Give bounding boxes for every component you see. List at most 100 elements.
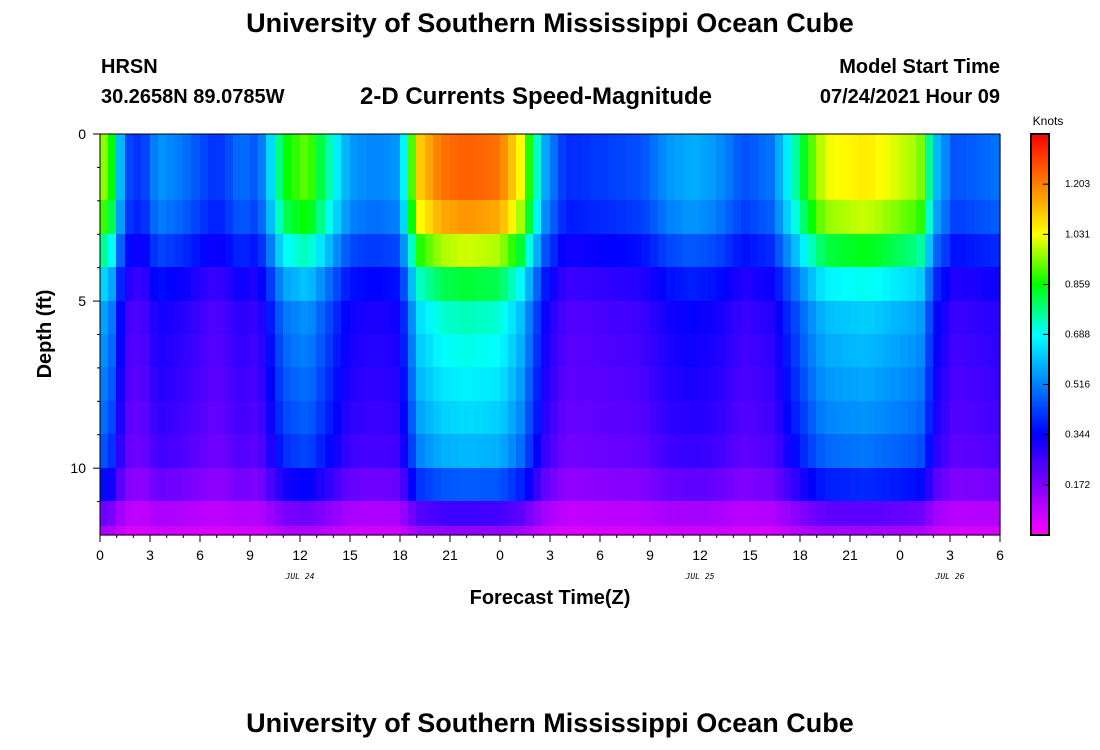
heatmap-cell [350, 234, 360, 269]
heatmap-cell [950, 134, 960, 152]
heatmap-cell [550, 167, 560, 202]
heatmap-cell [183, 234, 193, 269]
heatmap-cell [916, 301, 926, 336]
heatmap-cell [916, 267, 926, 303]
heatmap-cell [141, 150, 151, 169]
heatmap-cell [633, 267, 643, 303]
heatmap-cell [608, 134, 618, 152]
heatmap-cell [216, 468, 226, 503]
heatmap-cell [250, 367, 260, 403]
heatmap-cell [908, 134, 918, 152]
heatmap-cell [608, 301, 618, 336]
heatmap-cell [966, 526, 976, 536]
heatmap-cell [525, 367, 535, 403]
heatmap-cell [841, 267, 851, 303]
heatmap-cell [425, 501, 435, 528]
heatmap-cell [725, 301, 735, 336]
heatmap-cell [241, 501, 251, 528]
x-tick-label: 0 [496, 547, 504, 563]
heatmap-cell [533, 367, 543, 403]
heatmap-cell [716, 167, 726, 202]
heatmap-cell [508, 234, 518, 269]
heatmap-cell [150, 234, 160, 269]
heatmap-cell [400, 334, 410, 369]
heatmap-cell [816, 334, 826, 369]
heatmap-cell [291, 150, 301, 169]
heatmap-cell [391, 150, 401, 169]
heatmap-cell [100, 468, 110, 503]
x-tick-label: 12 [692, 547, 708, 563]
heatmap-cell [741, 267, 751, 303]
heatmap-cell [200, 150, 210, 169]
heatmap-cell [875, 334, 885, 369]
heatmap-cell [650, 234, 660, 269]
heatmap-cell [500, 200, 510, 236]
heatmap-cell [508, 167, 518, 202]
heatmap-cell [483, 501, 493, 528]
heatmap-cell [425, 267, 435, 303]
heatmap-cell [608, 267, 618, 303]
heatmap-cell [158, 167, 168, 202]
heatmap-cell [725, 367, 735, 403]
heatmap-cell [925, 267, 935, 303]
heatmap-cell [983, 526, 993, 536]
heatmap-cell [408, 367, 418, 403]
heatmap-cell [700, 234, 710, 269]
heatmap-cell [658, 367, 668, 403]
heatmap-cell [466, 468, 476, 503]
heatmap-cell [500, 334, 510, 369]
heatmap-cell [700, 468, 710, 503]
heatmap-cell [433, 150, 443, 169]
heatmap-cell [100, 150, 110, 169]
heatmap-cell [108, 234, 118, 269]
heatmap-cell [150, 401, 160, 436]
heatmap-cell [116, 367, 126, 403]
heatmap-cell [858, 401, 868, 436]
heatmap-cell [583, 301, 593, 336]
heatmap-cell [225, 468, 235, 503]
heatmap-cell [225, 267, 235, 303]
heatmap-cell [333, 267, 343, 303]
heatmap-cell [233, 401, 243, 436]
heatmap-cell [991, 367, 1001, 403]
heatmap-cell [100, 401, 110, 436]
heatmap-cell [683, 267, 693, 303]
heatmap-cell [358, 301, 368, 336]
heatmap-cell [241, 200, 251, 236]
heatmap-cell [450, 200, 460, 236]
heatmap-cell [583, 367, 593, 403]
heatmap-cell [466, 434, 476, 470]
heatmap-cell [933, 468, 943, 503]
x-tick-label: 12 [292, 547, 308, 563]
y-tick-label: 5 [78, 293, 86, 309]
heatmap-cell [991, 401, 1001, 436]
heatmap-cell [908, 501, 918, 528]
heatmap-cell [650, 200, 660, 236]
heatmap-cell [916, 134, 926, 152]
heatmap-cell [133, 150, 143, 169]
heatmap-cell [458, 301, 468, 336]
heatmap-cell [925, 526, 935, 536]
heatmap-cell [541, 301, 551, 336]
heatmap-cell [491, 234, 501, 269]
heatmap-cell [766, 167, 776, 202]
heatmap-cell [550, 134, 560, 152]
heatmap-cell [750, 134, 760, 152]
heatmap-cell [741, 200, 751, 236]
x-axis-label: Forecast Time(Z) [470, 587, 631, 609]
heatmap-cell [175, 167, 185, 202]
heatmap-cell [125, 150, 135, 169]
heatmap-cell [766, 501, 776, 528]
heatmap-cell [783, 301, 793, 336]
heatmap-cell [116, 334, 126, 369]
heatmap-cell [983, 301, 993, 336]
heatmap-cell [208, 434, 218, 470]
heatmap-cell [375, 367, 385, 403]
heatmap-cell [883, 434, 893, 470]
heatmap-cell [741, 234, 751, 269]
heatmap-cell [308, 167, 318, 202]
heatmap-cell [275, 401, 285, 436]
heatmap-cell [716, 334, 726, 369]
heatmap-cell [991, 501, 1001, 528]
heatmap-cell [266, 234, 276, 269]
